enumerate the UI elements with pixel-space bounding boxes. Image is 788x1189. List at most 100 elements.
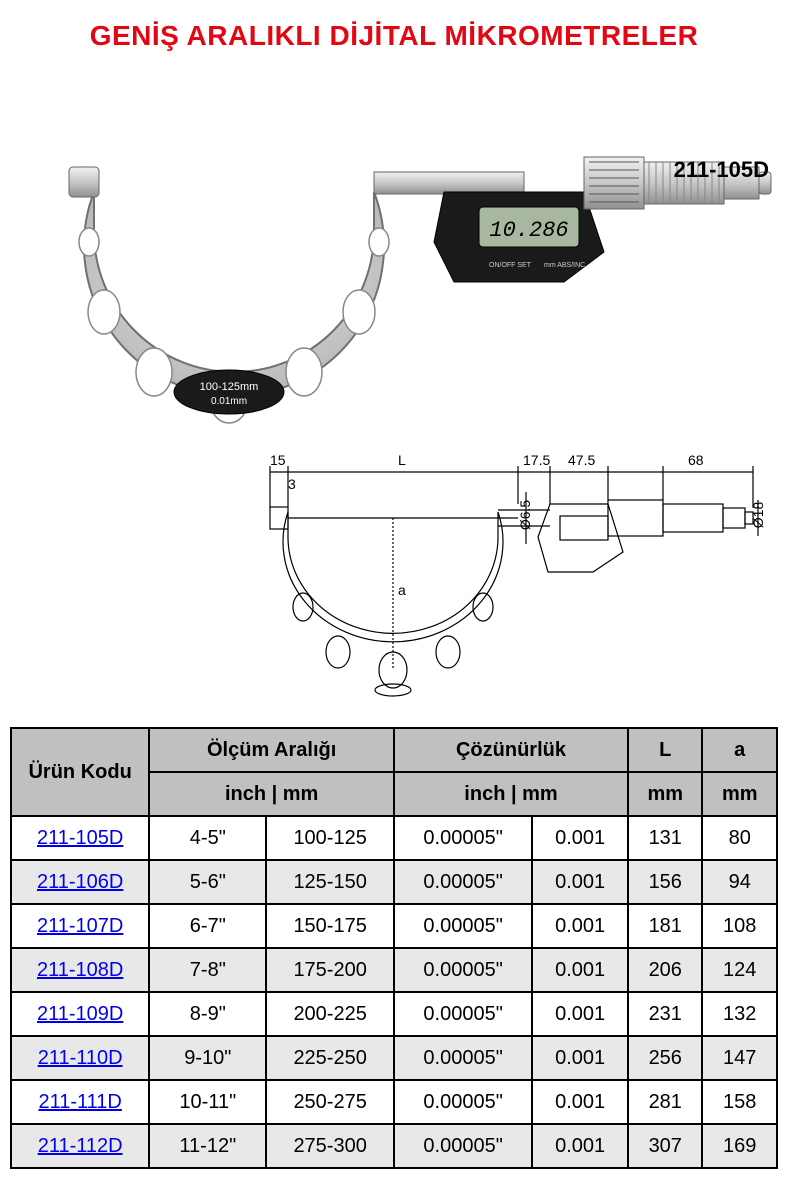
lcd-reading: 10.286 <box>489 218 568 243</box>
cell-res_mm: 0.001 <box>532 816 628 860</box>
cell-code: 211-111D <box>11 1080 149 1124</box>
product-link[interactable]: 211-112D <box>38 1135 123 1157</box>
svg-text:0.01mm: 0.01mm <box>211 396 247 407</box>
tech-drawing-svg <box>248 452 768 712</box>
cell-res_inch: 0.00005" <box>394 1036 532 1080</box>
cell-res_mm: 0.001 <box>532 948 628 992</box>
svg-text:mm ABS/INC: mm ABS/INC <box>544 262 585 269</box>
cell-L: 307 <box>628 1124 702 1168</box>
cell-mm: 200-225 <box>266 992 394 1036</box>
technical-drawing: 15 3 L 17.5 47.5 68 Ø6.5 Ø18 a <box>248 452 768 712</box>
table-row: 211-110D 9-10"225-2500.00005"0.001256147 <box>11 1036 777 1080</box>
cell-L: 156 <box>628 860 702 904</box>
cell-inch: 5-6" <box>149 860 266 904</box>
cell-res_mm: 0.001 <box>532 992 628 1036</box>
cell-a: 169 <box>702 1124 777 1168</box>
cell-res_mm: 0.001 <box>532 1036 628 1080</box>
cell-mm: 225-250 <box>266 1036 394 1080</box>
th-a: a <box>702 728 777 772</box>
th-code: Ürün Kodu <box>11 728 149 816</box>
cell-code: 211-107D <box>11 904 149 948</box>
cell-res_mm: 0.001 <box>532 904 628 948</box>
dim-L: L <box>398 452 406 468</box>
th-L-sub: mm <box>628 772 702 816</box>
th-res-sub: inch | mm <box>394 772 628 816</box>
cell-L: 231 <box>628 992 702 1036</box>
dim-175: 17.5 <box>523 452 550 468</box>
cell-res_mm: 0.001 <box>532 1124 628 1168</box>
cell-res_inch: 0.00005" <box>394 860 532 904</box>
th-range-sub: inch | mm <box>149 772 394 816</box>
cell-code: 211-112D <box>11 1124 149 1168</box>
cell-code: 211-106D <box>11 860 149 904</box>
cell-inch: 10-11" <box>149 1080 266 1124</box>
table-row: 211-105D 4-5"100-1250.00005"0.00113180 <box>11 816 777 860</box>
cell-L: 281 <box>628 1080 702 1124</box>
cell-res_mm: 0.001 <box>532 1080 628 1124</box>
table-row: 211-109D 8-9"200-2250.00005"0.001231132 <box>11 992 777 1036</box>
cell-a: 80 <box>702 816 777 860</box>
cell-mm: 175-200 <box>266 948 394 992</box>
th-range: Ölçüm Aralığı <box>149 728 394 772</box>
dim-475: 47.5 <box>568 452 595 468</box>
product-photo: 10.286 ON/OFF SET mm ABS/INC 45 40 35 <box>14 72 774 442</box>
cell-L: 256 <box>628 1036 702 1080</box>
cell-res_inch: 0.00005" <box>394 948 532 992</box>
cell-a: 132 <box>702 992 777 1036</box>
product-link[interactable]: 211-107D <box>37 915 123 937</box>
dim-a: a <box>398 582 406 598</box>
th-L: L <box>628 728 702 772</box>
cell-res_inch: 0.00005" <box>394 816 532 860</box>
product-link[interactable]: 211-109D <box>37 1003 123 1025</box>
cell-code: 211-105D <box>11 816 149 860</box>
cell-L: 206 <box>628 948 702 992</box>
cell-mm: 150-175 <box>266 904 394 948</box>
table-row: 211-108D 7-8"175-2000.00005"0.001206124 <box>11 948 777 992</box>
cell-L: 131 <box>628 816 702 860</box>
cell-mm: 250-275 <box>266 1080 394 1124</box>
cell-res_mm: 0.001 <box>532 860 628 904</box>
cell-a: 147 <box>702 1036 777 1080</box>
cell-mm: 275-300 <box>266 1124 394 1168</box>
product-link[interactable]: 211-111D <box>38 1091 121 1113</box>
micrometer-photo-svg: 10.286 ON/OFF SET mm ABS/INC 45 40 35 <box>14 72 774 442</box>
cell-a: 94 <box>702 860 777 904</box>
spec-table-body: 211-105D4-5"100-1250.00005"0.00113180211… <box>11 816 777 1168</box>
cell-a: 124 <box>702 948 777 992</box>
cell-inch: 11-12" <box>149 1124 266 1168</box>
th-a-sub: mm <box>702 772 777 816</box>
table-row: 211-112D 11-12"275-3000.00005"0.001307169 <box>11 1124 777 1168</box>
header-row-1: Ürün Kodu Ölçüm Aralığı Çözünürlük L a <box>11 728 777 772</box>
svg-text:100-125mm: 100-125mm <box>200 381 259 393</box>
svg-text:ON/OFF SET: ON/OFF SET <box>489 262 532 269</box>
dim-phi65: Ø6.5 <box>517 500 533 530</box>
product-link[interactable]: 211-106D <box>37 871 123 893</box>
cell-inch: 4-5" <box>149 816 266 860</box>
cell-inch: 7-8" <box>149 948 266 992</box>
product-link[interactable]: 211-110D <box>38 1047 123 1069</box>
cell-mm: 125-150 <box>266 860 394 904</box>
cell-code: 211-109D <box>11 992 149 1036</box>
th-res: Çözünürlük <box>394 728 628 772</box>
cell-a: 158 <box>702 1080 777 1124</box>
product-link[interactable]: 211-105D <box>37 827 123 849</box>
cell-inch: 6-7" <box>149 904 266 948</box>
cell-inch: 9-10" <box>149 1036 266 1080</box>
model-label: 211-105D <box>674 157 769 183</box>
cell-inch: 8-9" <box>149 992 266 1036</box>
dim-3: 3 <box>288 476 296 492</box>
cell-code: 211-108D <box>11 948 149 992</box>
cell-a: 108 <box>702 904 777 948</box>
product-link[interactable]: 211-108D <box>37 959 123 981</box>
cell-mm: 100-125 <box>266 816 394 860</box>
table-row: 211-107D6-7"150-1750.00005"0.001181108 <box>11 904 777 948</box>
cell-res_inch: 0.00005" <box>394 1124 532 1168</box>
dim-15: 15 <box>270 452 286 468</box>
cell-res_inch: 0.00005" <box>394 904 532 948</box>
dim-68: 68 <box>688 452 704 468</box>
page-title: GENİŞ ARALIKLI DİJİTAL MİKROMETRELER <box>10 20 778 52</box>
table-row: 211-106D 5-6"125-1500.00005"0.00115694 <box>11 860 777 904</box>
catalog-page: GENİŞ ARALIKLI DİJİTAL MİKROMETRELER <box>0 0 788 1189</box>
cell-res_inch: 0.00005" <box>394 992 532 1036</box>
table-row: 211-111D10-11"250-2750.00005"0.001281158 <box>11 1080 777 1124</box>
